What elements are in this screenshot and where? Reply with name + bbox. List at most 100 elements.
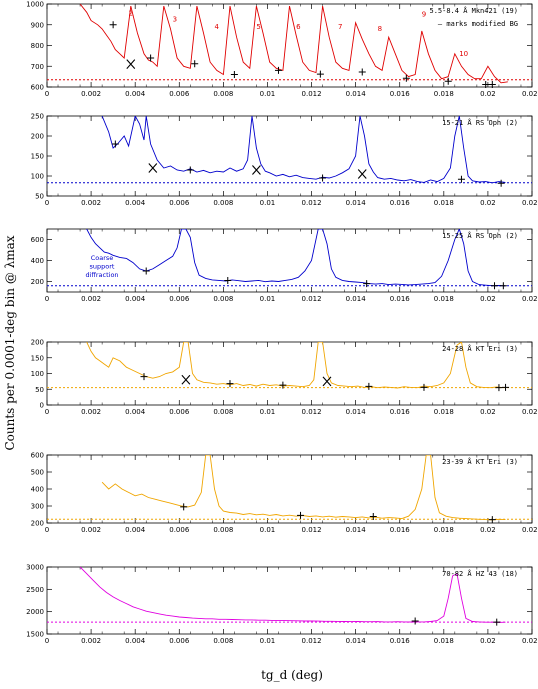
y-tick-label: 200 — [31, 133, 44, 141]
panel-label: 15-25 Å RS Oph (2) — [442, 231, 518, 240]
y-tick-label: 2500 — [26, 586, 44, 594]
plot-frame — [46, 566, 533, 635]
x-tick-label: 0.02 — [480, 90, 496, 98]
bg-marker — [493, 618, 501, 626]
x-tick-label: 0.002 — [81, 637, 101, 645]
x-tick-label: 0.006 — [169, 295, 190, 303]
x-tick-label: 0.018 — [434, 295, 454, 303]
x-tick-label: 0.022 — [522, 637, 538, 645]
plot-frame — [46, 3, 533, 88]
panel-label: 15-21 Å RS Oph (2) — [442, 118, 518, 127]
x-tick-label: 0.018 — [434, 526, 454, 534]
x-tick-label: 0.002 — [81, 199, 101, 207]
bg-marker — [109, 21, 117, 29]
panel-label: 23-39 Å KT Eri (3) — [442, 457, 518, 466]
bg-marker — [502, 383, 510, 391]
x-tick-label: 0.01 — [260, 90, 276, 98]
order-number-label: 10 — [459, 50, 468, 58]
x-tick-label: 0.018 — [434, 90, 454, 98]
x-tick-label: 0.02 — [480, 408, 496, 416]
series-line — [86, 342, 504, 389]
panel-note: – marks modified BG — [438, 20, 518, 28]
x-tick-label: 0.006 — [169, 199, 190, 207]
x-tick-label: 0.004 — [125, 408, 146, 416]
y-tick-label: 600 — [31, 84, 44, 92]
x-tick-label: 0.014 — [346, 295, 367, 303]
bg-marker — [488, 81, 496, 89]
bg-marker — [191, 60, 199, 68]
bg-marker — [147, 54, 155, 62]
panel-6: 0 0.002 0.004 0.006 0.008 0.01 0.012 0.014 0.016… — [26, 564, 538, 646]
x-mark — [148, 163, 158, 173]
series-line — [79, 4, 508, 84]
x-tick-label: 0.002 — [81, 408, 101, 416]
y-axis-title: Counts per 0.0001-deg bin @ λmax — [3, 235, 17, 450]
bg-marker — [274, 66, 282, 74]
x-tick-label: 0.006 — [169, 408, 190, 416]
x-tick-label: 0.014 — [346, 90, 367, 98]
x-tick-label: 0.016 — [390, 408, 411, 416]
bg-marker — [444, 77, 452, 85]
x-tick-label: 0.004 — [125, 637, 146, 645]
bg-marker — [491, 282, 499, 290]
y-tick-label: 100 — [31, 173, 44, 181]
bg-marker — [180, 503, 188, 511]
x-tick-label: 0.002 — [81, 295, 101, 303]
order-number-label: 3 — [173, 16, 177, 24]
bg-marker — [279, 381, 287, 389]
x-tick-label: 0.012 — [302, 199, 322, 207]
bg-marker — [316, 70, 324, 78]
panel-5: 0 0.002 0.004 0.006 0.008 0.01 0.012 0.014 0.016… — [31, 452, 538, 535]
bg-marker — [497, 179, 505, 187]
panel-label: 70-82 Å HZ 43 (18) — [442, 569, 518, 578]
x-tick-label: 0 — [45, 295, 49, 303]
y-tick-label: 1000 — [26, 1, 44, 9]
annotation-text: support — [90, 263, 115, 271]
y-tick-label: 50 — [35, 193, 44, 201]
order-number-label: 5 — [256, 23, 260, 31]
bg-marker — [499, 282, 507, 290]
panel-2: 0 0.002 0.004 0.006 0.008 0.01 0.012 0.014 0.016… — [31, 113, 538, 208]
bg-marker — [457, 175, 465, 183]
y-tick-label: 700 — [31, 63, 44, 71]
x-mark — [252, 165, 261, 175]
x-tick-label: 0.008 — [213, 199, 233, 207]
y-tick-label: 500 — [31, 469, 44, 477]
x-tick-label: 0.006 — [169, 90, 190, 98]
x-tick-label: 0.016 — [390, 199, 411, 207]
panel-label: 5.5-8.4 Å Mkn421 (19) — [429, 6, 518, 15]
x-tick-label: 0 — [45, 90, 49, 98]
x-tick-label: 0.006 — [169, 637, 190, 645]
x-axis-title: tg_d (deg) — [261, 668, 323, 682]
x-tick-label: 0.004 — [125, 199, 146, 207]
bg-marker — [363, 280, 371, 288]
y-tick-label: 150 — [31, 354, 44, 362]
x-tick-label: 0.018 — [434, 199, 454, 207]
bg-marker — [402, 74, 410, 82]
x-mark — [126, 59, 136, 70]
y-tick-label: 200 — [31, 339, 44, 347]
panel-label: 24-28 Å KT Eri (3) — [442, 344, 518, 353]
x-tick-label: 0.02 — [480, 199, 496, 207]
x-tick-label: 0.004 — [125, 526, 146, 534]
x-tick-label: 0.01 — [260, 526, 276, 534]
y-tick-label: 200 — [31, 278, 44, 286]
x-tick-label: 0.02 — [480, 295, 496, 303]
x-tick-label: 0.012 — [302, 295, 322, 303]
y-tick-label: 0 — [40, 402, 44, 410]
y-tick-label: 150 — [31, 153, 44, 161]
panel-4: 0 0.002 0.004 0.006 0.008 0.01 0.012 0.014 0.016… — [31, 339, 538, 417]
order-number-label: 4 — [215, 23, 220, 31]
annotation-text: Coarse — [91, 254, 114, 262]
order-number-label: 9 — [422, 10, 426, 18]
x-tick-label: 0 — [45, 526, 49, 534]
panel-3: 0 0.002 0.004 0.006 0.008 0.01 0.012 0.014 0.016… — [31, 228, 538, 303]
bg-marker — [224, 276, 232, 284]
x-mark — [181, 374, 191, 385]
x-tick-label: 0.016 — [390, 637, 411, 645]
x-tick-label: 0 — [45, 199, 49, 207]
series-line — [79, 567, 506, 623]
annotation-text: diffraction — [85, 271, 118, 279]
x-tick-label: 0.008 — [213, 637, 233, 645]
x-tick-label: 0.016 — [390, 526, 411, 534]
